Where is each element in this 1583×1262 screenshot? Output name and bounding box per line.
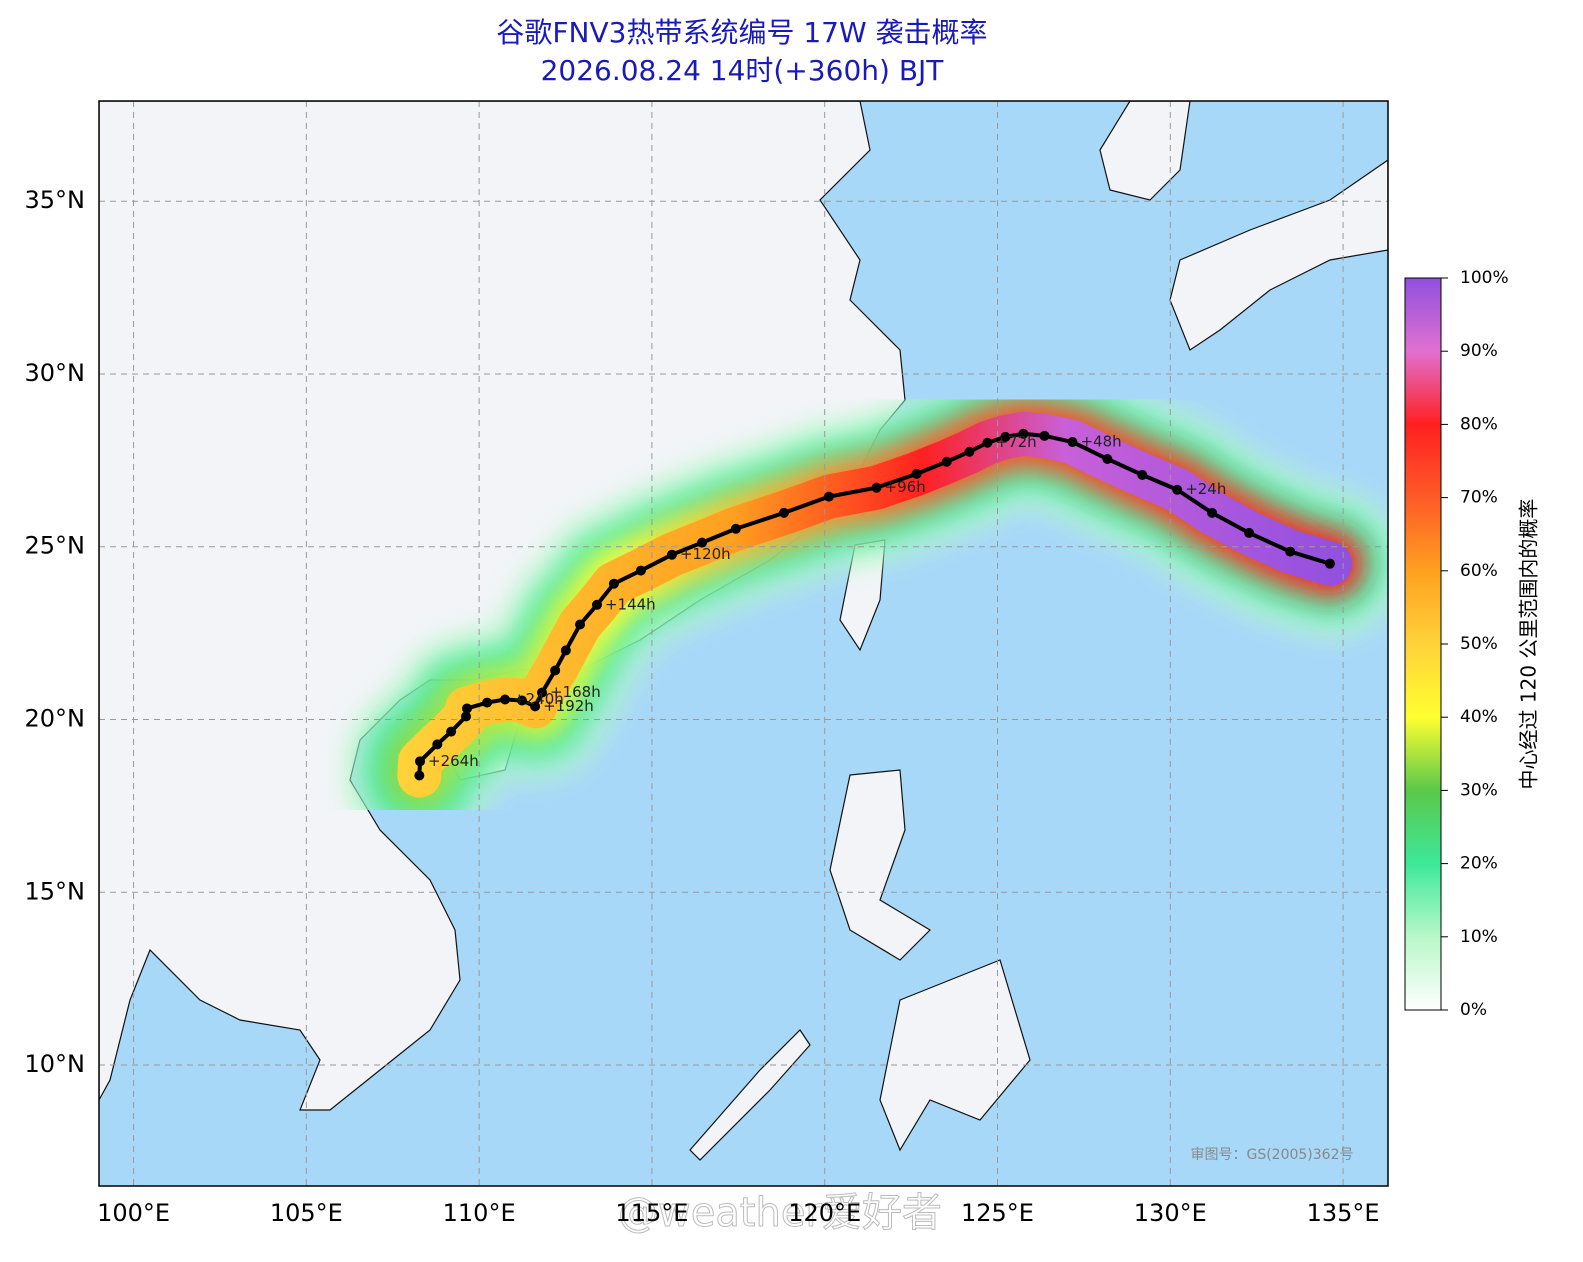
track-point [462,703,473,714]
forecast-hour-label: +96h [885,478,926,496]
track-point [823,491,834,502]
track-point [730,523,741,534]
track-point [1067,437,1078,448]
colorbar-tick-label: 90% [1460,341,1498,361]
track-point [414,770,425,781]
watermark: @weather爱好者 [618,1190,942,1236]
forecast-hour-label: +192h [543,697,594,715]
y-tick-label: 25°N [25,532,86,560]
track-point [1102,453,1113,464]
forecast-hour-label: +120h [680,545,731,563]
map-area: +24h +48h +72h +96h +120h +144h +168h+192h+240… [99,101,1388,1186]
y-tick-label: 15°N [25,877,86,905]
track-point [635,565,646,576]
subtitle: 2026.08.24 14时(+360h) BJT [541,54,945,87]
y-tick-label: 10°N [25,1050,86,1078]
colorbar-tick-label: 40% [1460,707,1498,727]
track-point [871,482,882,493]
track-point [982,437,993,448]
x-tick-label: 100°E [97,1199,170,1227]
track-point [446,726,457,737]
forecast-hour-label: +48h [1080,433,1121,451]
track-point [1244,527,1255,538]
x-tick-label: 120°E [788,1199,861,1227]
luzon [829,769,931,961]
track-point [1039,430,1050,441]
colorbar [1404,277,1442,1011]
x-tick-label: 130°E [1134,1199,1207,1227]
track-point [666,549,677,560]
forecast-hour-label: +72h [995,433,1036,451]
track-point [1207,507,1218,518]
x-tick-label: 110°E [443,1199,516,1227]
mindanao [879,959,1031,1152]
track-point [964,446,975,457]
track-point [697,537,708,548]
track-point [778,507,789,518]
track-point [482,697,493,708]
track-point [560,645,571,656]
track-point [550,665,561,676]
forecast-hour-label: +264h [428,752,479,770]
colorbar-tick-label: 80% [1460,414,1498,434]
palawan [689,1029,811,1161]
track-point [461,711,472,722]
colorbar-tick-label: 50% [1460,634,1498,654]
track-point [537,687,548,698]
korea [1099,101,1191,201]
x-tick-label: 105°E [270,1199,343,1227]
forecast-hour-label: +144h [605,595,656,613]
x-tick-label: 115°E [615,1199,688,1227]
track-point [415,756,426,767]
y-tick-label: 35°N [25,186,86,214]
colorbar-tick-label: 20% [1460,854,1498,874]
x-tick-label: 125°E [961,1199,1034,1227]
track-point [530,701,541,712]
track-point [1285,546,1296,557]
title: 谷歌FNV3热带系统编号 17W 袭击概率 [496,16,987,49]
colorbar-tick-label: 60% [1460,561,1498,581]
track-point [911,468,922,479]
forecast-hour-label: +24h [1185,480,1226,498]
colorbar-tick-label: 10% [1460,927,1498,947]
track-point [575,619,586,630]
track-point [1018,428,1029,439]
track-point [941,456,952,467]
approval-number: 审图号：GS(2005)362号 [1190,1147,1353,1163]
colorbar-tick-label: 0% [1460,1000,1487,1020]
colorbar-tick-label: 70% [1460,488,1498,508]
track-point [1137,469,1148,480]
track-point [1324,558,1335,569]
track-point [1172,484,1183,495]
forecast-hour-label: +168h [550,683,601,701]
colorbar-tick-label: 30% [1460,780,1498,800]
japan [1169,159,1388,351]
track-point [591,599,602,610]
track-point [432,739,443,750]
track-point [1000,431,1011,442]
forecast-hour-label: +240h [513,690,564,708]
track-point [516,695,527,706]
y-tick-label: 30°N [25,359,86,387]
track-point [500,694,511,705]
map-frame [98,100,1389,1187]
x-tick-label: 135°E [1307,1199,1380,1227]
colorbar-tick-label: 100% [1460,268,1509,288]
colorbar-label: 中心经过 120 公里范围内的概率 [1517,499,1541,790]
y-tick-label: 20°N [25,705,86,733]
track-point [608,578,619,589]
